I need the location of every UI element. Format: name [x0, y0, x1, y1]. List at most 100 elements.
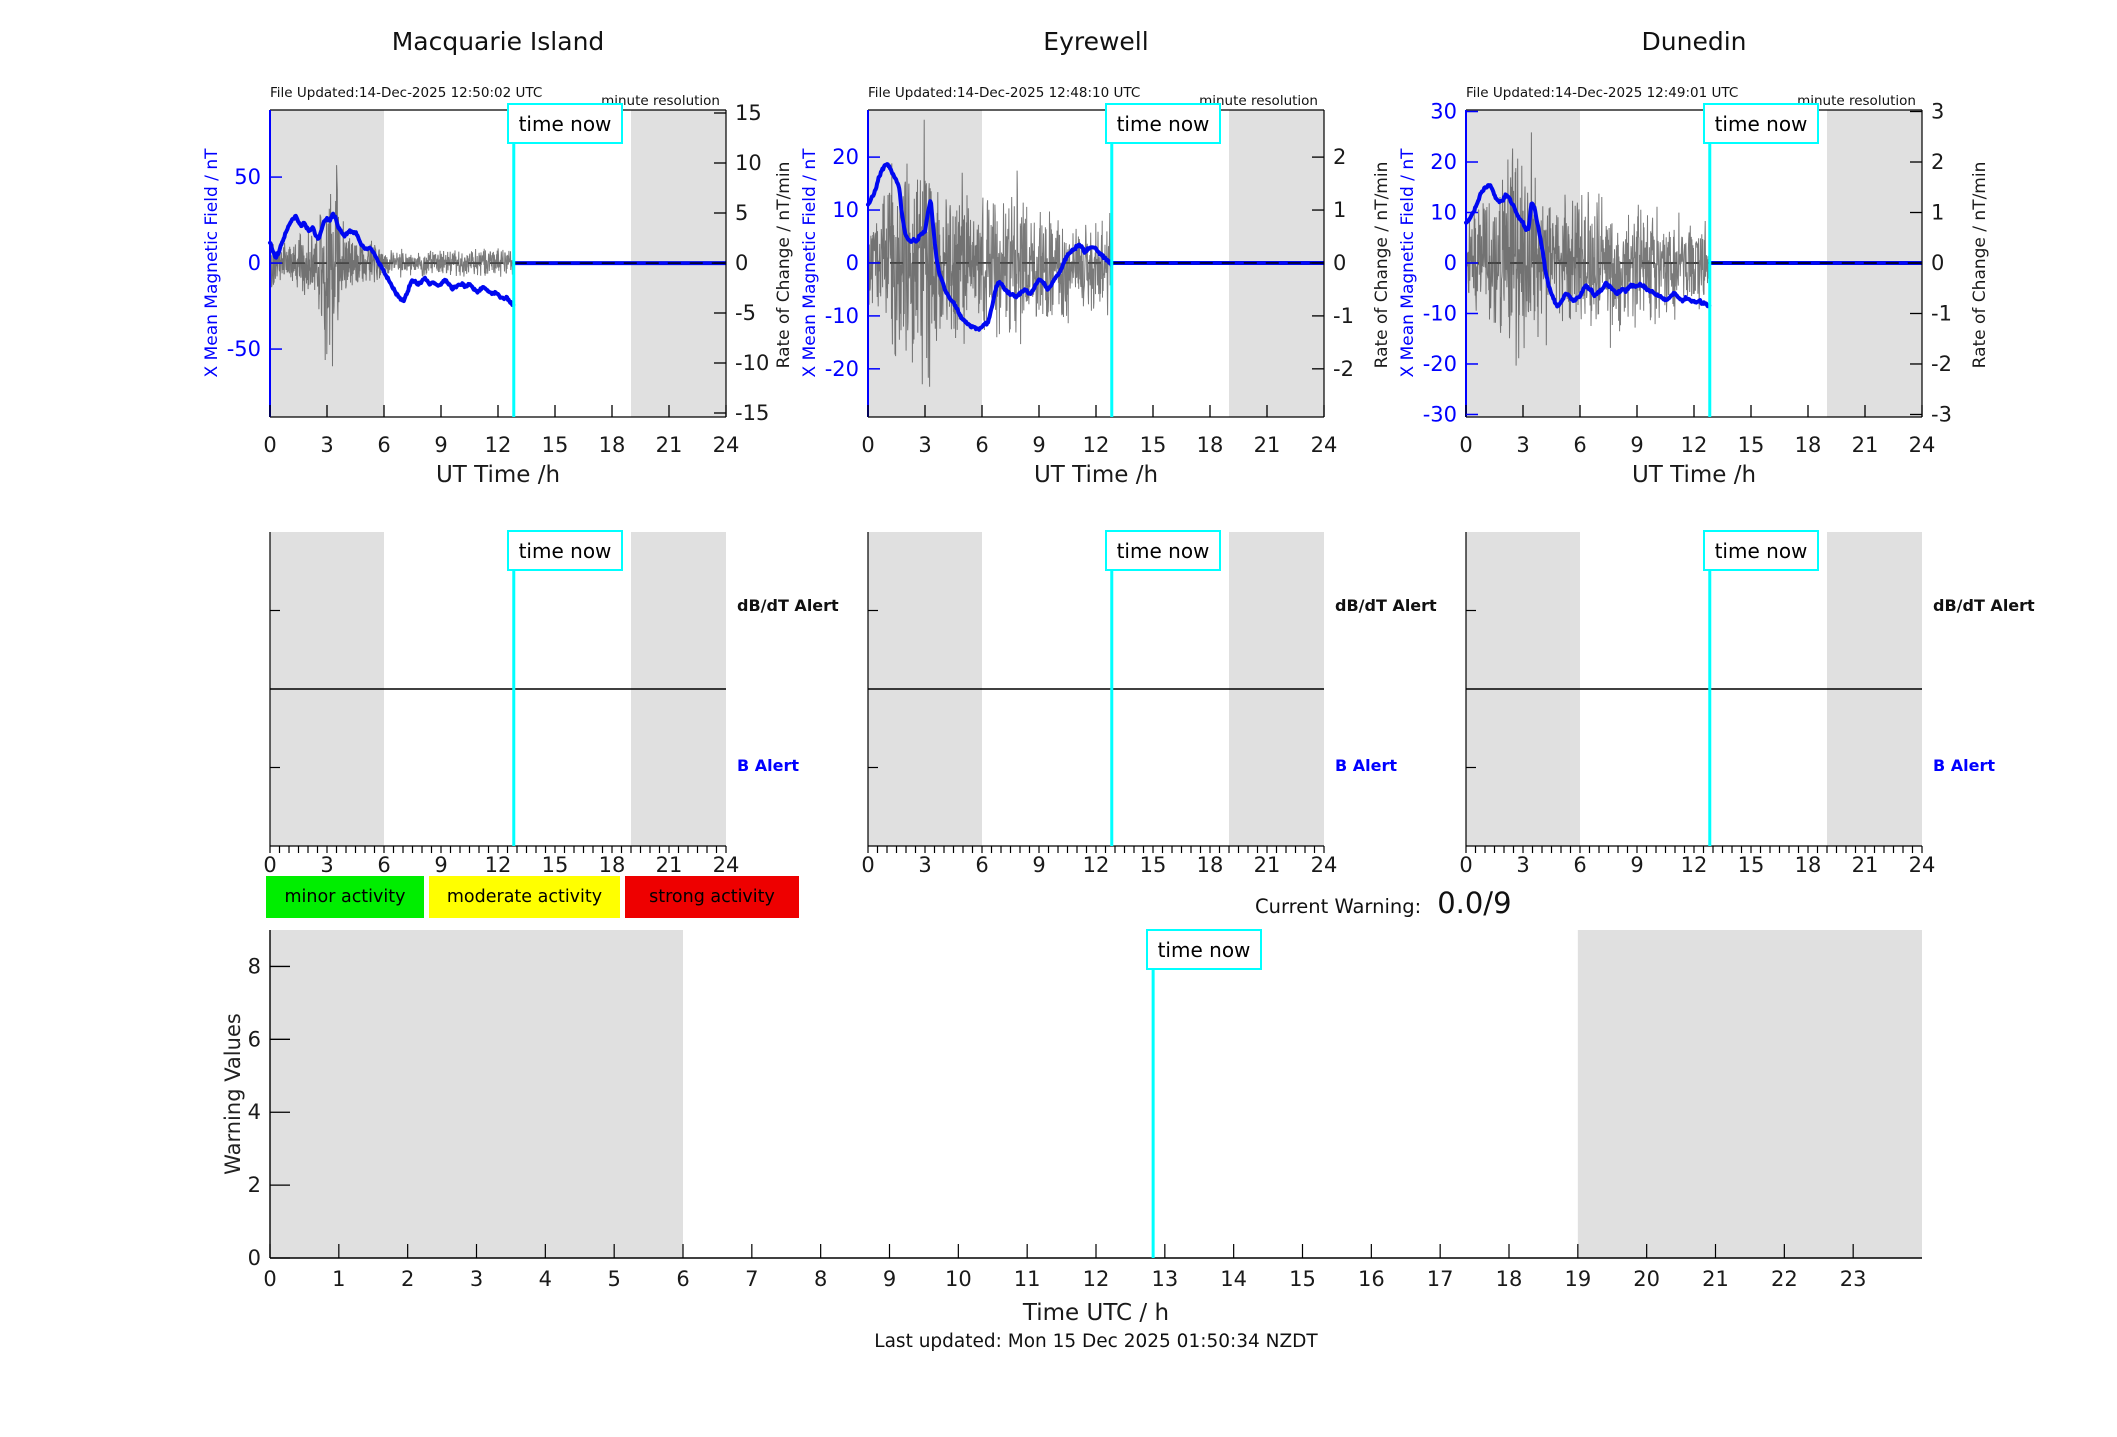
left-y-tick-label: 0	[248, 251, 261, 275]
db-dt-alert-label: dB/dT Alert	[1335, 596, 1437, 615]
x-tick-label: 20	[1633, 1267, 1660, 1291]
x-tick-label: 0	[263, 1267, 276, 1291]
right-y-tick-label: -3	[1931, 402, 1952, 426]
x-tick-label: 15	[1140, 853, 1167, 877]
right-y-tick-label: 2	[1333, 145, 1346, 169]
right-axis-label: Rate of Change / nT/min	[1970, 161, 1990, 369]
left-y-tick-label: 0	[248, 1246, 261, 1270]
b-alert-label: B Alert	[1335, 756, 1398, 775]
x-tick-label: 3	[1516, 853, 1529, 877]
file-updated-text: File Updated:14-Dec-2025 12:48:10 UTC	[868, 85, 1141, 101]
left-y-tick-label: -10	[1423, 301, 1457, 325]
x-tick-label: 4	[539, 1267, 552, 1291]
x-tick-label: 6	[377, 853, 390, 877]
legend-minor-activity: minor activity	[266, 876, 424, 918]
x-tick-label: 15	[1738, 433, 1765, 457]
file-updated-text: File Updated:14-Dec-2025 12:49:01 UTC	[1466, 85, 1739, 101]
x-tick-label: 0	[861, 433, 874, 457]
b-alert-label: B Alert	[1933, 756, 1996, 775]
left-axis-label: X Mean Magnetic Field / nT	[800, 148, 820, 378]
x-tick-label: 0	[263, 853, 276, 877]
station-title: Dunedin	[1641, 27, 1747, 56]
x-tick-label: 18	[1795, 433, 1822, 457]
left-y-tick-label: -50	[227, 337, 261, 361]
right-y-tick-label: -2	[1333, 357, 1354, 381]
activity-legend: minor activity moderate activity strong …	[266, 876, 799, 918]
right-y-tick-label: 0	[1333, 251, 1346, 275]
x-tick-label: 12	[1083, 433, 1110, 457]
x-axis-label: UT Time /h	[435, 462, 561, 488]
legend-strong-activity: strong activity	[625, 876, 799, 918]
right-y-tick-label: 0	[1931, 251, 1944, 275]
x-tick-label: 22	[1771, 1267, 1798, 1291]
x-tick-label: 8	[814, 1267, 827, 1291]
x-tick-label: 24	[1311, 433, 1338, 457]
x-tick-label: 21	[1254, 853, 1281, 877]
left-y-tick-label: -20	[1423, 352, 1457, 376]
x-tick-label: 15	[1289, 1267, 1316, 1291]
x-tick-label: 21	[656, 853, 683, 877]
x-tick-label: 18	[1197, 853, 1224, 877]
last-updated-text: Last updated: Mon 15 Dec 2025 01:50:34 N…	[874, 1331, 1318, 1352]
left-y-tick-label: 20	[1430, 150, 1457, 174]
field-series-line	[866, 162, 1114, 332]
x-tick-label: 18	[1197, 433, 1224, 457]
right-y-tick-label: 0	[735, 251, 748, 275]
x-tick-label: 1	[332, 1267, 345, 1291]
x-tick-label: 9	[883, 1267, 896, 1291]
x-tick-label: 18	[1795, 853, 1822, 877]
station-title: Eyrewell	[1043, 27, 1149, 56]
x-tick-label: 3	[1516, 433, 1529, 457]
x-tick-label: 12	[1681, 853, 1708, 877]
time-now-flag: time now	[1703, 103, 1819, 144]
right-y-tick-label: -15	[735, 401, 769, 425]
right-axis-label: Rate of Change / nT/min	[774, 161, 794, 369]
right-y-tick-label: 10	[735, 151, 762, 175]
x-tick-label: 21	[1852, 853, 1879, 877]
x-tick-label: 3	[320, 853, 333, 877]
time-utc-axis-label: Time UTC / h	[1022, 1300, 1170, 1326]
field-series-line	[268, 211, 516, 307]
x-tick-label: 21	[1702, 1267, 1729, 1291]
right-y-tick-label: 1	[1931, 201, 1944, 225]
rate-noise-line	[269, 165, 515, 367]
x-tick-label: 6	[377, 433, 390, 457]
x-tick-label: 14	[1220, 1267, 1247, 1291]
x-tick-label: 9	[1032, 853, 1045, 877]
x-tick-label: 21	[656, 433, 683, 457]
right-y-tick-label: -2	[1931, 352, 1952, 376]
current-warning-value: 0.0/9	[1437, 886, 1512, 920]
rate-noise-line	[1465, 132, 1711, 366]
x-tick-label: 9	[434, 433, 447, 457]
left-y-tick-label: 50	[234, 165, 261, 189]
x-tick-label: 12	[1083, 1267, 1110, 1291]
x-tick-label: 19	[1564, 1267, 1591, 1291]
shaded-night-band	[270, 930, 683, 1258]
time-now-flag: time now	[1105, 103, 1221, 144]
x-tick-label: 13	[1151, 1267, 1178, 1291]
x-tick-label: 24	[1311, 853, 1338, 877]
x-tick-label: 15	[1738, 853, 1765, 877]
x-tick-label: 6	[1573, 433, 1586, 457]
x-tick-label: 6	[676, 1267, 689, 1291]
left-y-tick-label: 6	[248, 1027, 261, 1051]
time-now-flag: time now	[507, 103, 623, 144]
x-tick-label: 24	[1909, 853, 1936, 877]
x-tick-label: 17	[1427, 1267, 1454, 1291]
right-y-tick-label: 1	[1333, 198, 1346, 222]
x-tick-label: 18	[599, 853, 626, 877]
x-tick-label: 11	[1014, 1267, 1041, 1291]
shaded-night-band	[1577, 930, 1922, 1258]
x-tick-label: 15	[542, 433, 569, 457]
left-y-tick-label: -30	[1423, 402, 1457, 426]
current-warning: Current Warning: 0.0/9	[1255, 886, 1512, 920]
x-tick-label: 0	[263, 433, 276, 457]
right-y-tick-label: -5	[735, 301, 756, 325]
x-tick-label: 12	[485, 853, 512, 877]
x-axis-label: UT Time /h	[1033, 462, 1159, 488]
right-y-tick-label: -10	[735, 351, 769, 375]
left-y-tick-label: 10	[1430, 201, 1457, 225]
x-tick-label: 9	[434, 853, 447, 877]
left-y-tick-label: 30	[1430, 100, 1457, 124]
